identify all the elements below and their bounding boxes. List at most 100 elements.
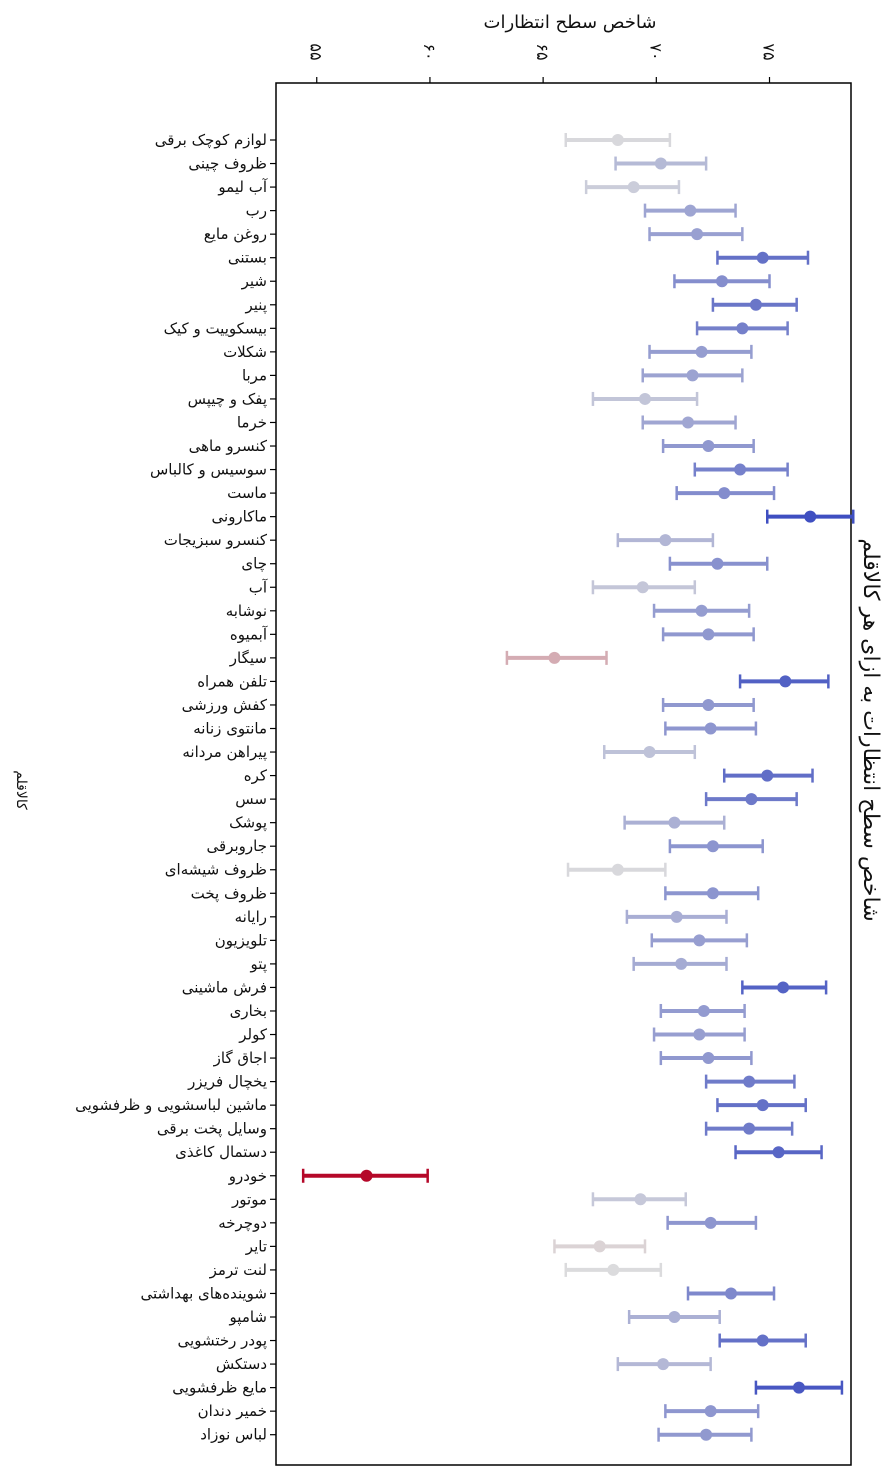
data-point xyxy=(634,1193,647,1206)
error-bars xyxy=(301,133,855,1442)
data-point xyxy=(593,1240,606,1253)
error-bar xyxy=(591,391,699,406)
error-bar xyxy=(704,1074,796,1089)
error-bar xyxy=(652,1027,746,1042)
category-label: تلویزیون xyxy=(215,931,267,949)
data-point xyxy=(704,1405,717,1418)
x-tick-label: ۶۵ xyxy=(533,43,552,60)
x-axis-ticks: ۵۵ ۶۰ ۶۵ ۷۰ ۷۵ xyxy=(307,43,779,83)
data-point xyxy=(659,534,672,547)
error-bar xyxy=(602,745,697,760)
data-point xyxy=(734,463,747,476)
error-bar xyxy=(652,603,751,618)
error-bar xyxy=(661,439,755,454)
error-bar xyxy=(673,274,771,289)
category-label: شیر xyxy=(241,272,267,290)
error-bar xyxy=(716,250,810,265)
error-bar xyxy=(566,862,667,877)
category-label: تلفن همراه xyxy=(197,672,267,690)
plot-frame xyxy=(275,82,852,1466)
category-label: جاروبرقی xyxy=(207,837,267,855)
data-point xyxy=(804,510,817,523)
error-bar xyxy=(738,674,830,689)
x-tick-label: ۶۰ xyxy=(420,43,439,60)
error-bar xyxy=(675,486,776,501)
data-point xyxy=(715,275,728,288)
data-point xyxy=(700,1428,713,1441)
data-point xyxy=(725,1287,738,1300)
y-axis-label: کالاقلم xyxy=(13,770,29,810)
category-label: بستنی xyxy=(228,249,267,267)
error-bar xyxy=(632,956,728,971)
category-label: روغن مایع xyxy=(204,225,267,243)
data-point xyxy=(670,910,683,923)
category-label: سیگار xyxy=(229,649,267,667)
x-tick-label: ۵۵ xyxy=(307,43,326,60)
error-bar xyxy=(641,368,744,383)
error-bar xyxy=(616,1357,712,1372)
data-point xyxy=(675,957,688,970)
category-label: ظروف پخت xyxy=(191,884,267,903)
category-label: نوشابه xyxy=(226,602,267,620)
category-label: مانتوی زنانه xyxy=(193,720,267,738)
data-point xyxy=(657,1358,670,1371)
error-bar xyxy=(650,933,749,948)
data-point xyxy=(777,981,790,994)
data-point xyxy=(792,1381,805,1394)
error-bar xyxy=(648,344,753,359)
data-point xyxy=(693,934,706,947)
data-point xyxy=(695,345,708,358)
category-label: آبمیوه xyxy=(230,625,268,643)
category-label: ماشین لباسشویی و ظرفشویی xyxy=(75,1096,267,1114)
chart-title: شاخص سطح انتظارات به ازای هر کالاقلم xyxy=(858,538,883,921)
category-label: شامپو xyxy=(229,1308,267,1327)
error-bar xyxy=(722,768,814,783)
data-point xyxy=(643,746,656,759)
category-label: پفک و چیپس xyxy=(188,390,267,409)
error-bar xyxy=(625,909,728,924)
category-label: ماکارونی xyxy=(212,508,267,526)
error-bar xyxy=(661,627,755,642)
error-bar xyxy=(591,1192,687,1207)
category-label: مربا xyxy=(242,366,267,384)
category-label: خرما xyxy=(237,413,267,431)
category-label: فرش ماشینی xyxy=(182,978,267,996)
error-bar xyxy=(686,1286,776,1301)
error-bar xyxy=(584,180,681,195)
error-bar xyxy=(664,1404,760,1419)
error-bar xyxy=(668,556,769,571)
data-point xyxy=(702,1052,715,1065)
error-bar xyxy=(564,1262,663,1277)
error-bar xyxy=(704,792,798,807)
data-point xyxy=(702,440,715,453)
data-point xyxy=(668,1311,681,1323)
category-label: خمیر دندان xyxy=(198,1402,267,1420)
error-bar xyxy=(693,462,789,477)
category-label: خودرو xyxy=(228,1167,267,1185)
category-label: کفش ورزشی xyxy=(182,696,268,714)
data-point xyxy=(743,1122,756,1135)
error-bar xyxy=(648,227,744,242)
category-label: بخاری xyxy=(230,1002,267,1020)
category-label: سوسیس و کالباس xyxy=(150,461,267,479)
data-point xyxy=(611,863,624,876)
category-label: چای xyxy=(241,555,267,573)
category-label: شکلات xyxy=(223,343,267,361)
category-label: آب لیمو xyxy=(217,178,267,196)
category-label: لباس نوزاد xyxy=(200,1426,267,1444)
category-label: کره xyxy=(244,767,268,785)
category-label: کنسرو ماهی xyxy=(189,437,268,455)
category-label: یخچال فریزر xyxy=(187,1073,267,1091)
category-label: پنیر xyxy=(244,296,267,315)
data-point xyxy=(654,157,667,170)
data-point xyxy=(749,298,762,311)
data-point xyxy=(706,887,719,900)
x-axis-label: شاخص سطح انتظارات xyxy=(484,12,657,33)
category-label: اجاق گاز xyxy=(213,1049,267,1067)
category-label: مایع ظرفشویی xyxy=(172,1379,267,1397)
category-label: دستمال کاغذی xyxy=(175,1143,267,1161)
data-point xyxy=(756,251,769,264)
data-point xyxy=(706,840,719,853)
category-label: پودر رختشویی xyxy=(178,1332,267,1351)
